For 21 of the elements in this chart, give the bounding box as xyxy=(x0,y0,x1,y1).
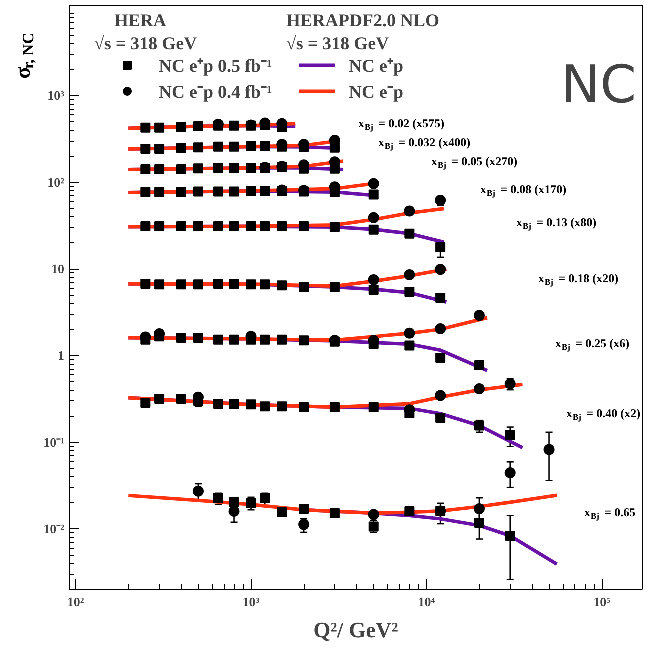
legend-label: NC e⁺p 0.5 fb⁻¹ xyxy=(159,55,272,77)
x-tick-label: 10⁴ xyxy=(418,594,436,610)
annotation: √s = 318 GeV xyxy=(94,34,198,54)
annotation: NC xyxy=(561,56,637,116)
x-tick-label: 10³ xyxy=(242,594,260,610)
legend-label: NC e⁻p xyxy=(349,81,404,103)
y-tick-label: 1 xyxy=(58,348,64,364)
y-tick-label: 10³ xyxy=(48,88,65,104)
legend-label: NC e⁺p xyxy=(349,55,404,77)
y-axis-title: σr, NC xyxy=(10,32,38,79)
x-tick-label: 10⁵ xyxy=(594,594,611,610)
x-axis-title: Q²/ GeV² xyxy=(314,618,399,642)
y-tick-label: 10⁻¹ xyxy=(44,434,65,450)
y-tick-label: 10² xyxy=(48,174,65,190)
annotation: √s = 318 GeV xyxy=(286,34,390,54)
y-tick-label: 10⁻² xyxy=(44,521,65,536)
legend-label: NC e⁻p 0.4 fb⁻¹ xyxy=(159,81,272,103)
annotation: HERA xyxy=(114,10,167,30)
annotation: HERAPDF2.0 NLO xyxy=(286,10,440,30)
x-tick-label: 10² xyxy=(67,594,84,610)
y-tick-label: 10 xyxy=(52,262,64,277)
